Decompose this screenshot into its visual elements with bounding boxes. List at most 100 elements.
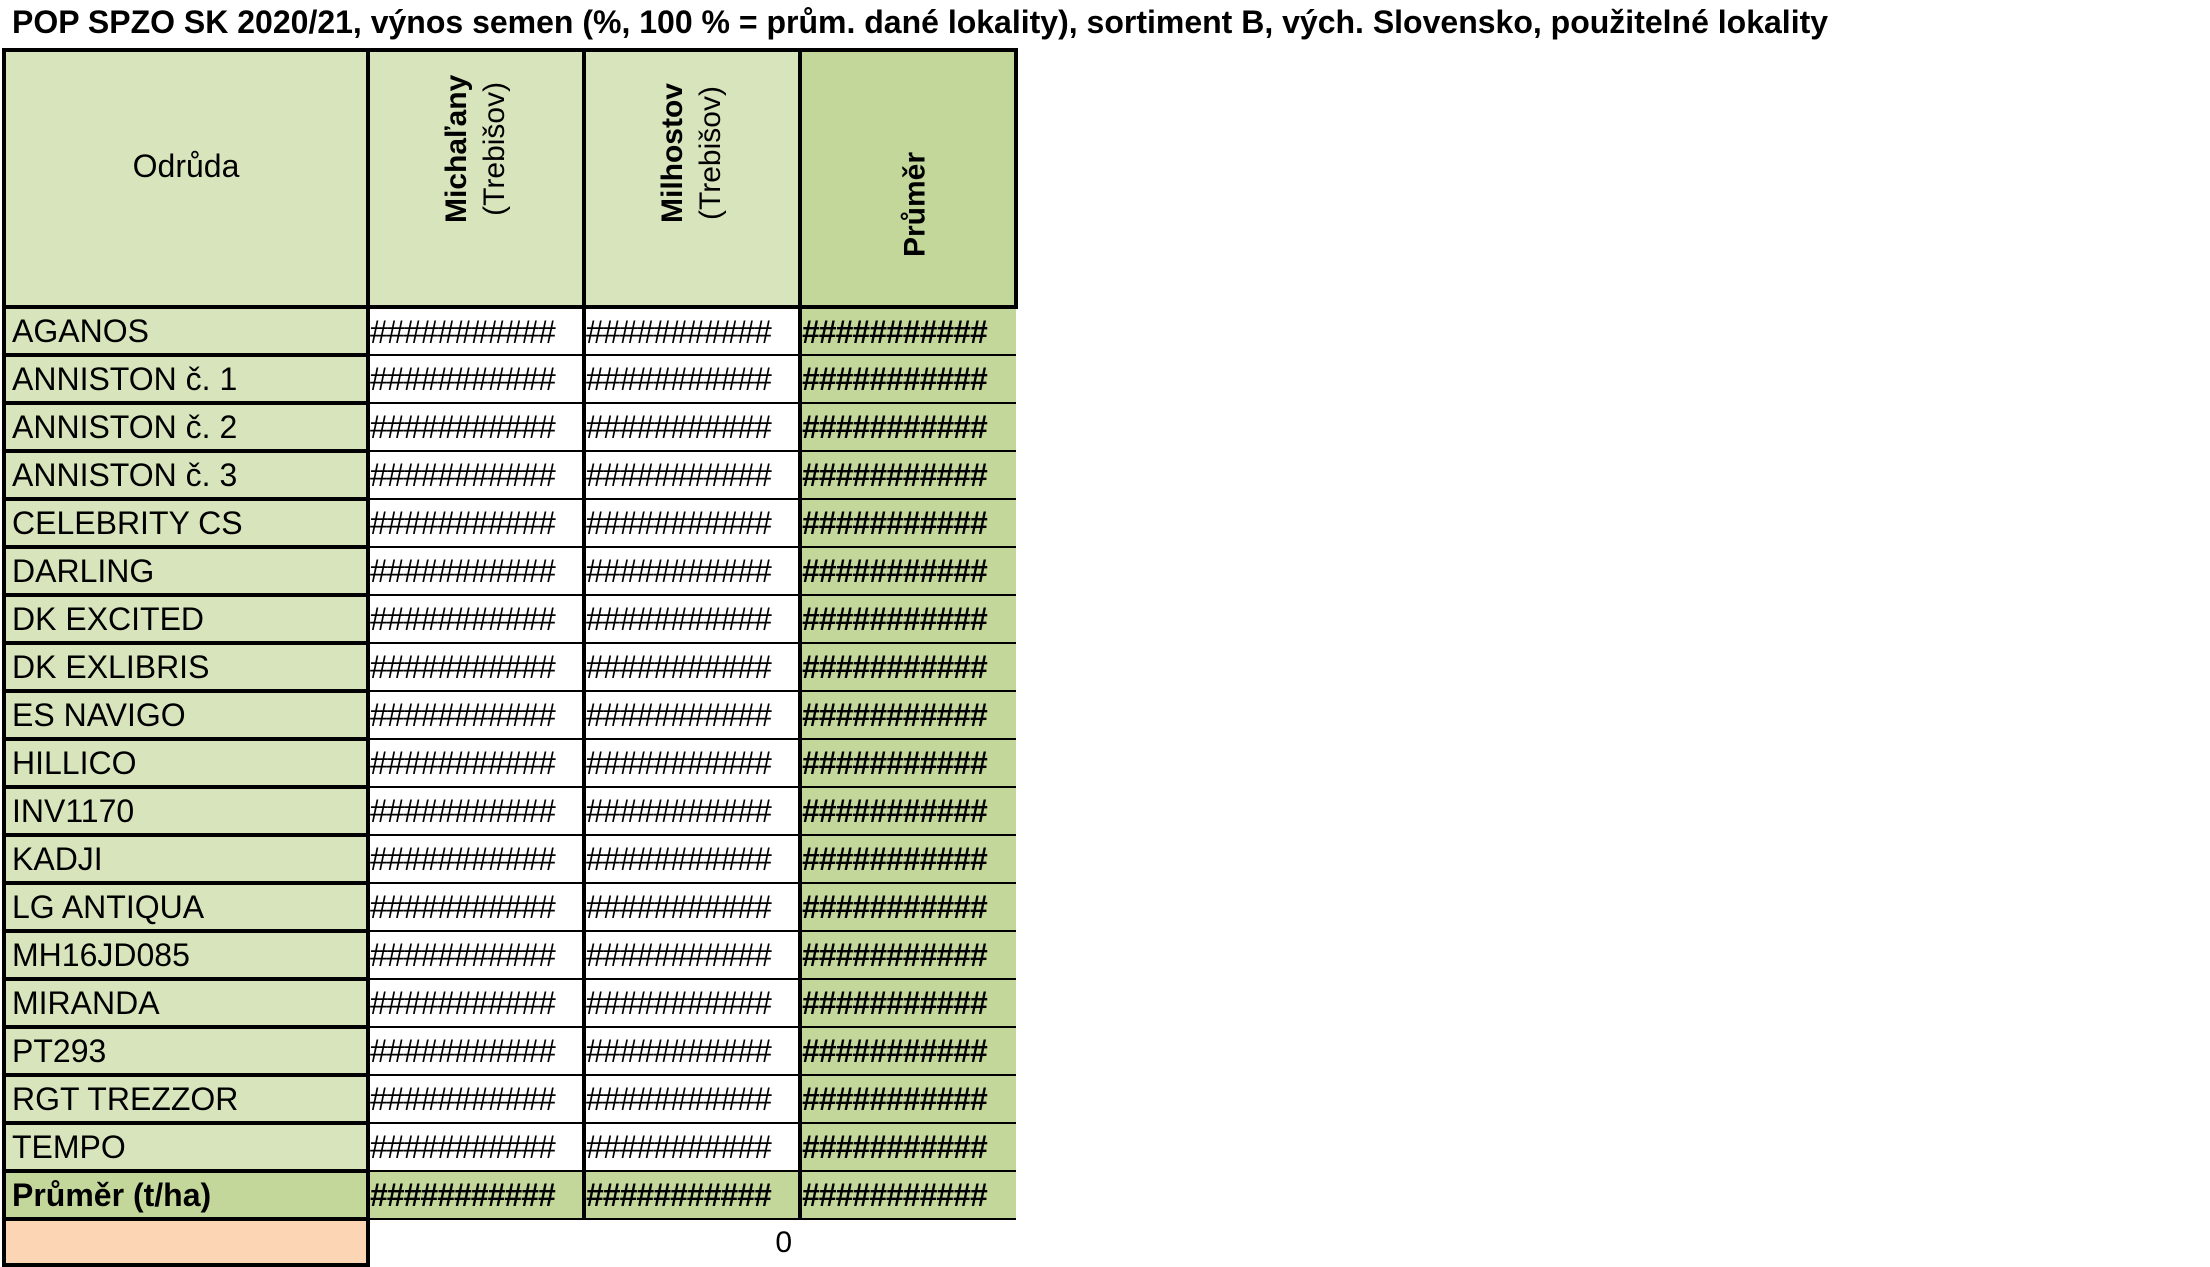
loc2-value-cell[interactable]: ########### [582,930,802,980]
avg-value-cell[interactable]: ########### [798,594,1016,644]
avg-value-cell[interactable]: ########### [798,786,1016,836]
header-avg[interactable]: Průměr [798,48,1018,309]
mean-avg-cell[interactable]: ########### [798,1170,1016,1220]
variety-cell[interactable]: KADJI [2,833,370,885]
variety-cell[interactable]: AGANOS [2,305,370,357]
mean-label-cell[interactable]: Průměr (t/ha) [2,1169,370,1221]
loc1-value-cell[interactable]: ########### [366,1026,586,1076]
loc1-value-cell[interactable]: ########### [366,882,586,932]
variety-cell[interactable]: ANNISTON č. 1 [2,353,370,405]
avg-value-cell[interactable]: ########### [798,690,1016,740]
blank-cell[interactable] [800,1219,1016,1265]
header-variety[interactable]: Odrůda [2,48,370,309]
avg-value-cell[interactable]: ########### [798,1074,1016,1124]
avg-value-cell[interactable]: ########### [798,642,1016,692]
variety-cell[interactable]: INV1170 [2,785,370,837]
sheet-title: POP SPZO SK 2020/21, výnos semen (%, 100… [12,4,1829,40]
avg-value-cell[interactable]: ########### [798,354,1016,404]
header-loc2[interactable]: Milhostov (Trebišov) [582,48,802,309]
blank-cell[interactable] [368,1219,584,1265]
variety-cell[interactable]: ES NAVIGO [2,689,370,741]
loc2-value-cell[interactable]: ########### [582,978,802,1028]
variety-cell[interactable]: RGT TREZZOR [2,1073,370,1125]
loc2-value-cell[interactable]: ########### [582,690,802,740]
variety-cell[interactable]: ANNISTON č. 2 [2,401,370,453]
table-row: LG ANTIQUA ########### ########### ########… [2,881,1016,933]
avg-value-cell[interactable]: ########### [798,882,1016,932]
table-row: PT293 ########### ########### ########### [2,1025,1016,1077]
loc2-value-cell[interactable]: ########### [582,498,802,548]
loc2-value-cell[interactable]: ########### [582,1026,802,1076]
loc2-value-cell[interactable]: ########### [582,450,802,500]
avg-value-cell[interactable]: ########### [798,450,1016,500]
table-row: ANNISTON č. 2 ########### ########### #####… [2,401,1016,453]
avg-value-cell[interactable]: ########### [798,738,1016,788]
loc2-value-cell[interactable]: ########### [582,546,802,596]
table-row: AGANOS ########### ########### ########### [2,305,1016,357]
avg-value-cell[interactable]: ########### [798,834,1016,884]
loc1-value-cell[interactable]: ########### [366,354,586,404]
variety-cell[interactable]: MH16JD085 [2,929,370,981]
table-row: DK EXCITED ########### ########### ########… [2,593,1016,645]
table-row: CELEBRITY CS ########### ########### ######… [2,497,1016,549]
loc2-value-cell[interactable]: ########### [582,882,802,932]
loc2-value-cell[interactable]: ########### [582,402,802,452]
loc2-value-cell[interactable]: ########### [582,1074,802,1124]
loc2-value-cell[interactable]: ########### [582,354,802,404]
mean-loc1-cell[interactable]: ########### [366,1170,586,1220]
loc1-value-cell[interactable]: ########### [366,786,586,836]
loc1-value-cell[interactable]: ########### [366,930,586,980]
variety-cell[interactable]: HILLICO [2,737,370,789]
table-row: MH16JD085 ########### ########### #########… [2,929,1016,981]
table-row: KADJI ########### ########### ########### [2,833,1016,885]
yield-table: Odrůda Michaľany (Trebišov) Milhostov (T… [2,48,1018,1267]
avg-value-cell[interactable]: ########### [798,498,1016,548]
loc1-value-cell[interactable]: ########### [366,834,586,884]
variety-cell[interactable]: MIRANDA [2,977,370,1029]
loc2-value-cell[interactable]: ########### [582,834,802,884]
table-row: DK EXLIBRIS ########### ########### #######… [2,641,1016,693]
loc1-value-cell[interactable]: ########### [366,594,586,644]
loc2-value-cell[interactable]: ########### [582,786,802,836]
avg-value-cell[interactable]: ########### [798,930,1016,980]
loc1-value-cell[interactable]: ########### [366,738,586,788]
loc1-value-cell[interactable]: ########### [366,450,586,500]
loc1-value-cell[interactable]: ########### [366,978,586,1028]
loc2-value-cell[interactable]: ########### [582,1122,802,1172]
loc1-value-cell[interactable]: ########### [366,498,586,548]
variety-cell[interactable]: ANNISTON č. 3 [2,449,370,501]
table-row: ANNISTON č. 3 ########### ########### #####… [2,449,1016,501]
loc2-value-cell[interactable]: ########### [582,642,802,692]
table-row: MIRANDA ########### ########### ########### [2,977,1016,1029]
loc1-value-cell[interactable]: ########### [366,642,586,692]
variety-cell[interactable]: TEMPO [2,1121,370,1173]
avg-value-cell[interactable]: ########### [798,402,1016,452]
loc1-value-cell[interactable]: ########### [366,1074,586,1124]
highlight-cell[interactable] [2,1217,370,1267]
variety-cell[interactable]: DARLING [2,545,370,597]
variety-cell[interactable]: CELEBRITY CS [2,497,370,549]
loc1-value-cell[interactable]: ########### [366,546,586,596]
loc2-value-cell[interactable]: ########### [582,306,802,356]
avg-value-cell[interactable]: ########### [798,978,1016,1028]
loc1-value-cell[interactable]: ########### [366,1122,586,1172]
loc1-value-cell[interactable]: ########### [366,306,586,356]
loc2-value-cell[interactable]: ########### [582,738,802,788]
zero-value-cell[interactable]: 0 [584,1219,800,1265]
loc2-value-cell[interactable]: ########### [582,594,802,644]
loc1-value-cell[interactable]: ########### [366,402,586,452]
table-row: RGT TREZZOR ########### ########### #######… [2,1073,1016,1125]
avg-value-cell[interactable]: ########### [798,306,1016,356]
header-loc1-name: Michaľany [440,74,473,223]
loc1-value-cell[interactable]: ########### [366,690,586,740]
avg-value-cell[interactable]: ########### [798,546,1016,596]
avg-value-cell[interactable]: ########### [798,1122,1016,1172]
variety-cell[interactable]: LG ANTIQUA [2,881,370,933]
header-loc1[interactable]: Michaľany (Trebišov) [366,48,586,309]
variety-cell[interactable]: DK EXLIBRIS [2,641,370,693]
mean-loc2-cell[interactable]: ########### [582,1170,802,1220]
variety-cell[interactable]: PT293 [2,1025,370,1077]
header-row: Odrůda Michaľany (Trebišov) Milhostov (T… [2,48,1018,309]
avg-value-cell[interactable]: ########### [798,1026,1016,1076]
variety-cell[interactable]: DK EXCITED [2,593,370,645]
